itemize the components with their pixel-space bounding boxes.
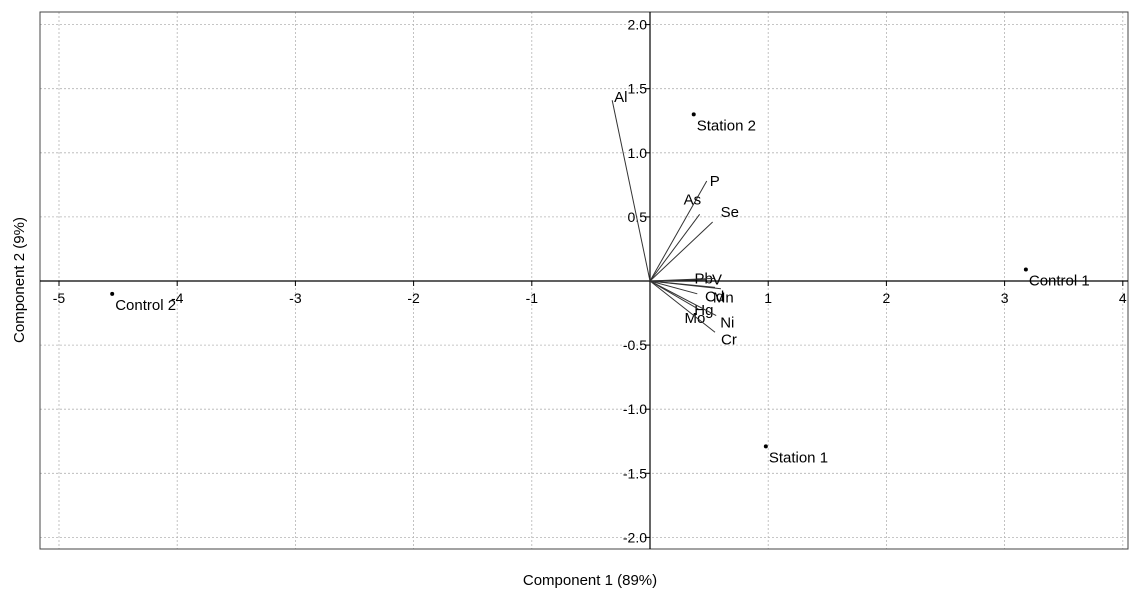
x-tick-label: -1 [526, 290, 539, 306]
point-station-1 [763, 444, 768, 449]
loading-vector-hg [649, 280, 698, 295]
point-label-control-2: Control 2 [115, 297, 176, 314]
x-tick-label: -5 [53, 290, 66, 306]
point-control-1 [1023, 267, 1028, 272]
loading-vector-as [649, 214, 701, 282]
point-label-control-1: Control 1 [1029, 272, 1090, 289]
y-tick-label: -1.0 [623, 401, 647, 417]
y-tick-label: -1.5 [623, 465, 647, 481]
point-control-2 [110, 291, 115, 296]
point-label-station-2: Station 2 [697, 117, 756, 134]
y-axis-title: Component 2 (9%) [11, 217, 28, 343]
x-tick-label: -4 [171, 290, 184, 306]
loading-vector-p [649, 180, 708, 282]
loading-vector-ni [649, 280, 717, 317]
x-tick-label: -2 [407, 290, 420, 306]
axes [40, 12, 1128, 549]
y-tick-label: 1.5 [628, 81, 648, 97]
loading-label-cd: Cd [705, 288, 724, 305]
loading-label-mo: Mo [684, 310, 705, 327]
loading-vector-se [649, 221, 713, 282]
point-label-station-1: Station 1 [769, 449, 828, 466]
loading-label-mn: Mn [713, 290, 734, 307]
x-axis-title: Component 1 (89%) [523, 572, 657, 589]
point-station-2 [691, 112, 696, 117]
x-tick-label: 2 [883, 290, 891, 306]
tick-labels: -5 -4 -3 -2 -1 1 2 3 4 2.0 1.5 1.0 0.5 -0.5 -1.0 -1.5 -2… [53, 17, 1127, 546]
loading-label-as: As [684, 191, 702, 208]
loading-vector-cr [649, 280, 716, 333]
y-tick-label: -0.5 [623, 337, 647, 353]
y-tick-label: 1.0 [628, 145, 648, 161]
loading-label-cr: Cr [721, 331, 737, 348]
y-tick-label: 0.5 [628, 209, 648, 225]
x-tick-label: 1 [764, 290, 772, 306]
loading-label-se: Se [721, 204, 739, 221]
loading-vector-mn [649, 280, 721, 290]
y-tick-label: -2.0 [623, 529, 647, 545]
x-tick-label: 4 [1119, 290, 1127, 306]
loading-label-ni: Ni [720, 315, 734, 332]
x-tick-label: 3 [1001, 290, 1009, 306]
sample-points: Station 2 Control 1 Control 2 Station 1 [110, 112, 1090, 466]
x-tick-label: -3 [289, 290, 302, 306]
loading-label-hg: Hg [694, 302, 713, 319]
loading-vector-v [649, 277, 716, 282]
loading-label-al: Al [614, 89, 627, 106]
loading-vector-al [611, 100, 651, 282]
loading-label-v: V [712, 271, 722, 288]
y-tick-label: 2.0 [628, 17, 648, 33]
loading-label-p: P [710, 173, 720, 190]
